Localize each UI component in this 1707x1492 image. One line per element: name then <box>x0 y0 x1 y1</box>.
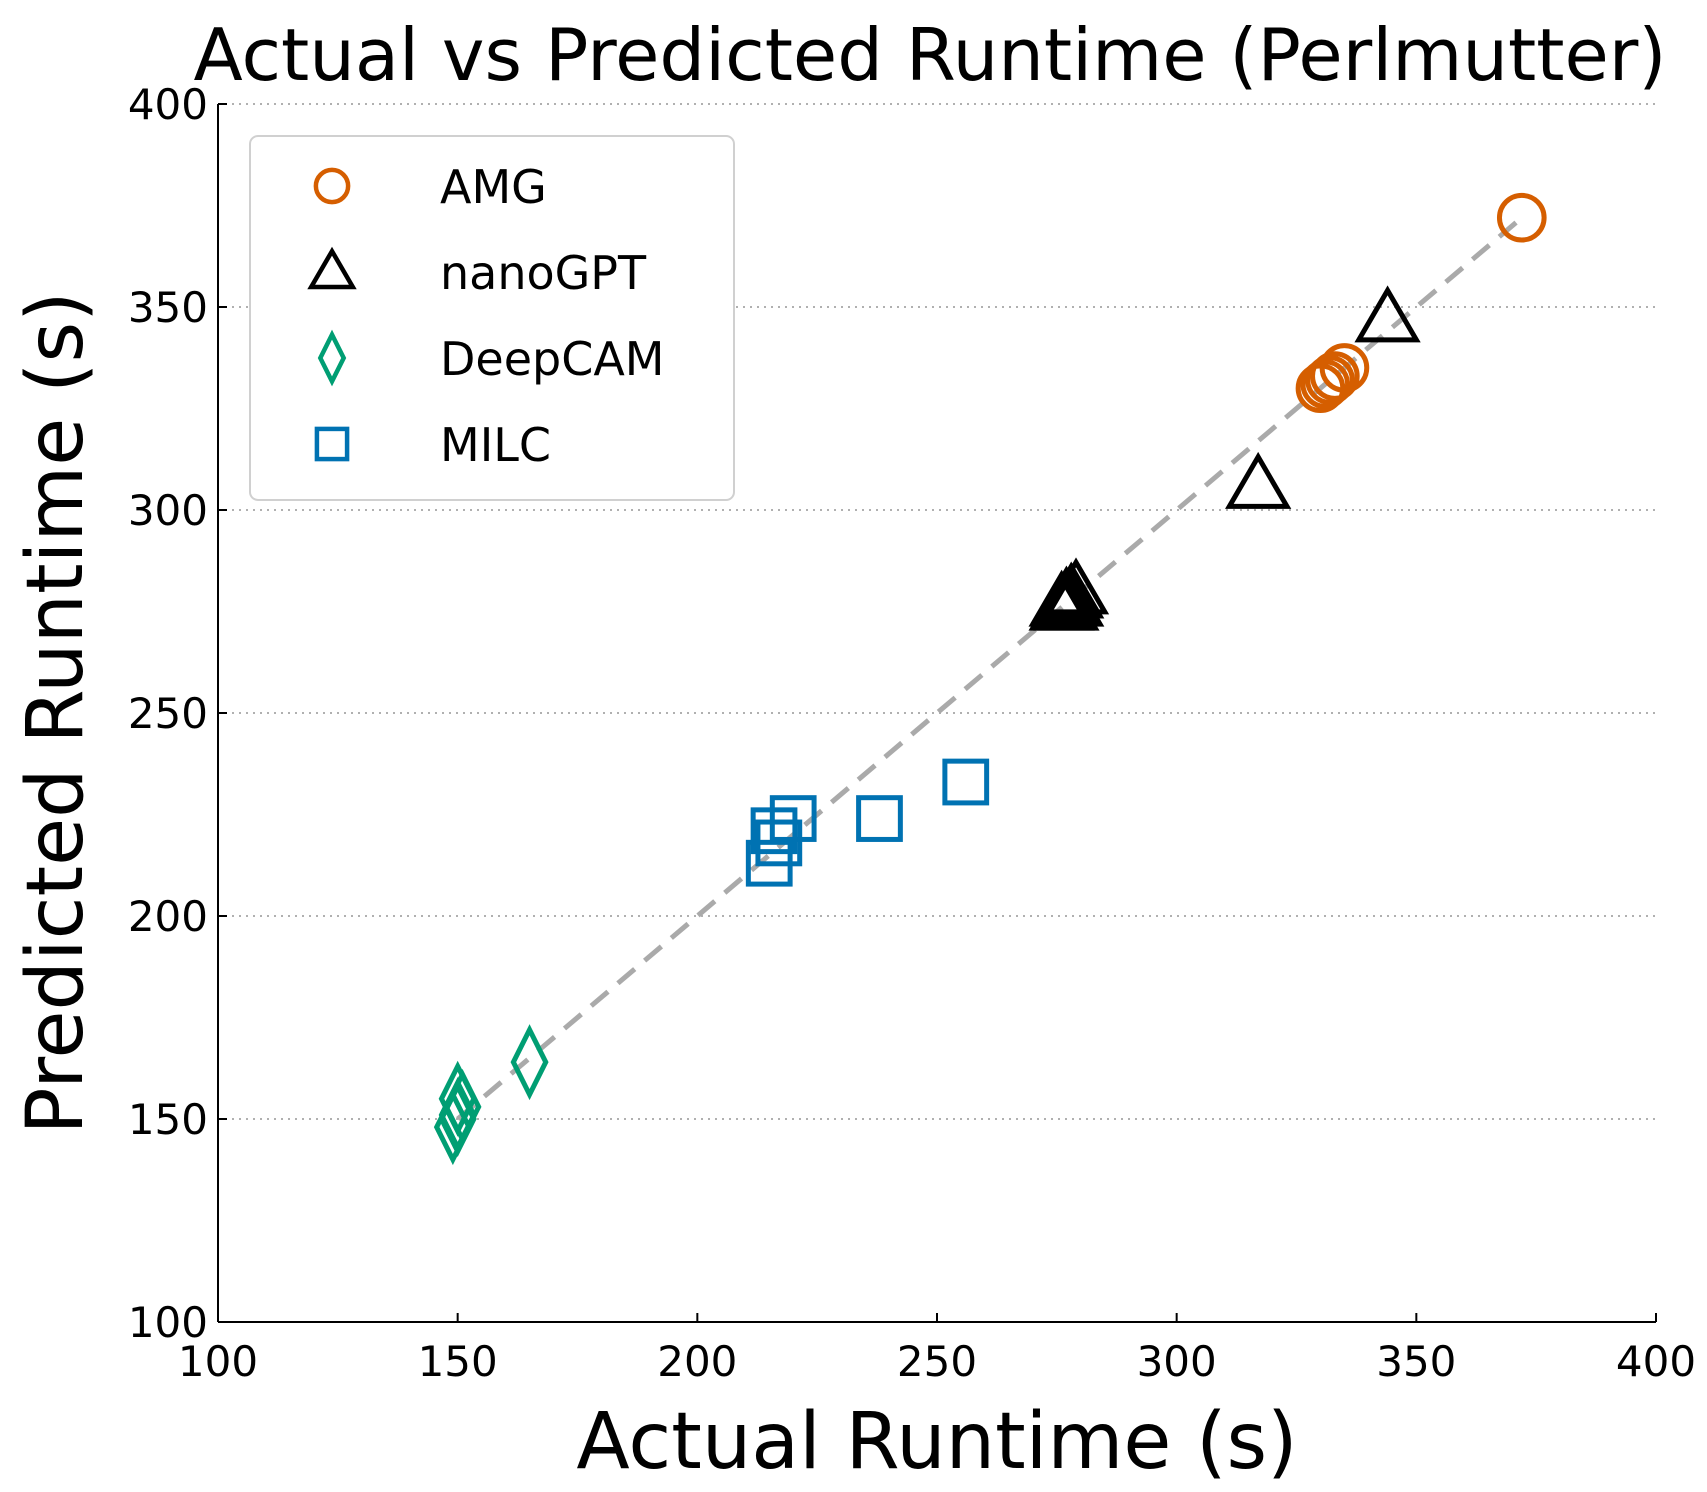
x-tick-label: 400 <box>1616 1337 1696 1386</box>
deepcam-legend-marker <box>317 329 347 387</box>
deepcam-point <box>438 1060 477 1137</box>
y-axis-label: Predicted Runtime (s) <box>11 291 101 1134</box>
legend-label-deepcam: DeepCAM <box>440 332 665 386</box>
gridlines <box>218 103 1656 1120</box>
y-tick-label: 350 <box>128 283 208 332</box>
milc-legend-marker <box>314 426 350 462</box>
y-ticks: 100 150 200 250 300 350 400 <box>128 80 227 1347</box>
y-tick-label: 100 <box>128 1298 208 1347</box>
x-tick-label: 150 <box>418 1337 498 1386</box>
amg-legend-marker <box>313 167 351 205</box>
x-tick-label: 350 <box>1376 1337 1456 1386</box>
y-tick-label: 400 <box>128 80 208 129</box>
amg-point <box>1310 351 1360 401</box>
x-ticks: 100 150 200 250 300 350 400 <box>178 1313 1696 1386</box>
legend-label-amg: AMG <box>440 160 547 214</box>
milc-point <box>856 795 903 842</box>
amg-point <box>1305 355 1355 405</box>
x-tick-label: 250 <box>897 1337 977 1386</box>
deepcam-point <box>510 1024 549 1101</box>
legend-box <box>249 135 735 501</box>
nanogpt-point <box>1354 285 1421 343</box>
y-tick-label: 200 <box>128 892 208 941</box>
y-tick-label: 250 <box>128 689 208 738</box>
amg-point <box>1319 343 1370 393</box>
legend-label-milc: MILC <box>440 418 551 472</box>
x-axis-label: Actual Runtime (s) <box>576 1397 1297 1487</box>
x-tick-label: 200 <box>657 1337 737 1386</box>
legend: AMG nanoGPT DeepCAM MILC <box>249 135 735 501</box>
legend-label-nanogpt: nanoGPT <box>440 246 647 300</box>
x-tick-label: 100 <box>178 1337 258 1386</box>
nanogpt-point <box>1038 569 1105 627</box>
data-points <box>433 192 1547 1166</box>
nanogpt-point <box>1225 451 1292 509</box>
nanogpt-legend-marker <box>307 246 357 290</box>
milc-point <box>942 758 990 806</box>
y-tick-label: 300 <box>128 486 208 535</box>
amg-point <box>1496 192 1547 243</box>
y-tick-label: 150 <box>128 1095 208 1144</box>
milc-point <box>755 819 803 867</box>
reference-line <box>456 215 1524 1121</box>
x-tick-label: 300 <box>1137 1337 1217 1386</box>
chart-title: Actual vs Predicted Runtime (Perlmutter) <box>193 13 1666 97</box>
milc-point <box>769 795 817 842</box>
